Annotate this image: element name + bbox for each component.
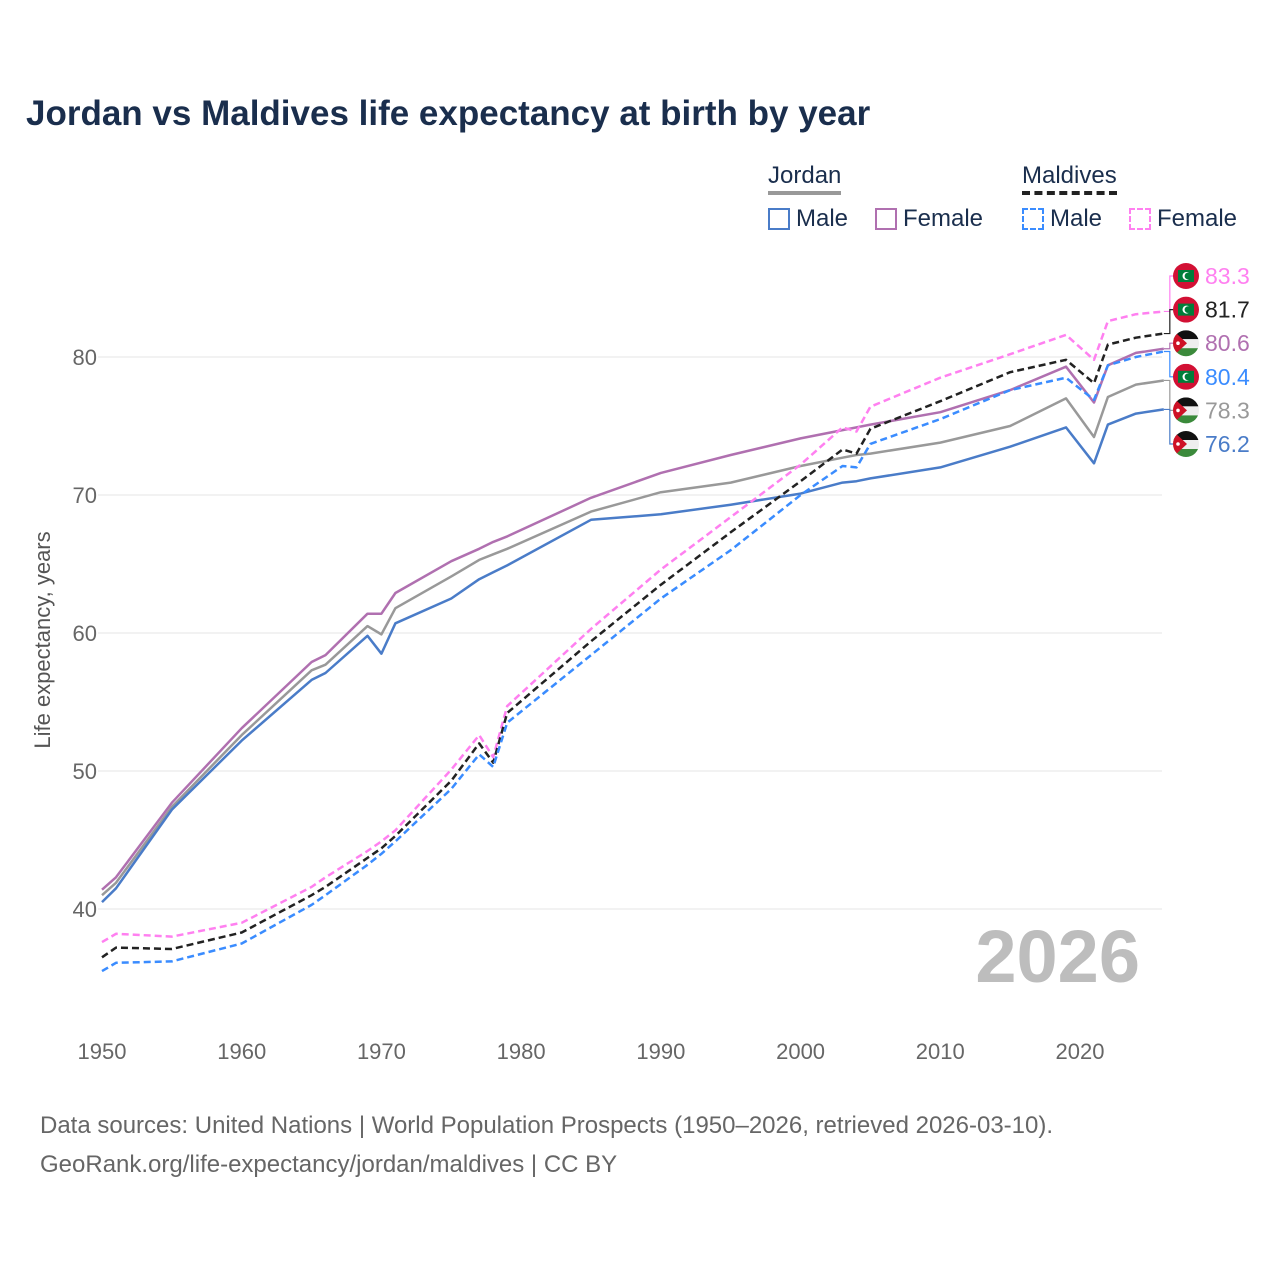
maldives-flag-icon <box>1173 263 1199 289</box>
maldives-flag-icon <box>1173 363 1199 390</box>
y-tick-label: 40 <box>73 897 97 922</box>
end-value-label: 80.4 <box>1205 364 1250 390</box>
end-label-connector <box>1163 408 1176 445</box>
legend-label: Male <box>796 205 849 232</box>
chart-title: Jordan vs Maldives life expectancy at bi… <box>26 94 871 133</box>
legend-jordan-female[interactable]: Female <box>875 205 983 233</box>
series-line-jordan-male <box>101 408 1164 903</box>
legend-swatch <box>875 208 897 230</box>
end-label-connector <box>1163 379 1176 411</box>
series-line-jordan-female <box>101 347 1164 891</box>
end-value-label: 81.7 <box>1205 297 1250 323</box>
end-label-connector <box>1163 350 1176 378</box>
jordan-flag-icon <box>1173 330 1199 357</box>
y-tick-label: 60 <box>73 621 97 646</box>
legend-jordan-male[interactable]: Male <box>768 205 848 233</box>
legend-label: Female <box>1157 205 1238 232</box>
end-value-label: 76.2 <box>1205 431 1250 457</box>
legend-swatch <box>1022 208 1044 230</box>
legend-swatch <box>768 208 790 230</box>
y-tick-label: 70 <box>73 483 97 508</box>
x-tick-label: 1960 <box>217 1039 266 1064</box>
x-tick-label: 1970 <box>357 1039 406 1064</box>
legend-label: Female <box>903 205 984 232</box>
maldives-flag-icon <box>1173 296 1199 323</box>
end-value-label: 80.6 <box>1205 330 1250 356</box>
x-tick-label: 2000 <box>776 1039 825 1064</box>
x-tick-label: 1950 <box>78 1039 127 1064</box>
source-line-1: Data sources: United Nations | World Pop… <box>40 1112 1054 1139</box>
legend-group-maldives: Maldives <box>1022 162 1117 195</box>
legend-maldives-male[interactable]: Male <box>1022 205 1102 233</box>
legend-group-label: Maldives <box>1022 162 1117 189</box>
end-value-label: 83.3 <box>1205 263 1250 289</box>
legend-jordan-line <box>768 191 842 195</box>
legend-label: Male <box>1050 205 1103 232</box>
source-note: Data sources: United Nations | World Pop… <box>40 1106 1053 1184</box>
end-label-connector <box>1163 275 1176 313</box>
series-line-jordan <box>101 379 1164 897</box>
x-tick-label: 2020 <box>1056 1039 1105 1064</box>
end-label-connector <box>1163 309 1176 335</box>
year-watermark: 2026 <box>975 915 1140 998</box>
end-label-connector <box>1163 342 1176 350</box>
end-value-label: 78.3 <box>1205 397 1250 423</box>
legend-swatch <box>1129 208 1151 230</box>
jordan-flag-icon <box>1173 397 1199 424</box>
legend-maldives-female[interactable]: Female <box>1129 205 1237 233</box>
x-tick-label: 2010 <box>916 1039 965 1064</box>
y-tick-label: 50 <box>73 759 97 784</box>
jordan-flag-icon <box>1173 431 1199 457</box>
y-axis-label: Life expectancy, years <box>30 531 55 748</box>
series-line-maldives-male <box>101 350 1165 973</box>
legend-group-label: Jordan <box>768 162 842 189</box>
x-tick-label: 1990 <box>636 1039 685 1064</box>
series-line-maldives-female <box>101 310 1164 944</box>
x-tick-label: 1980 <box>497 1039 546 1064</box>
source-line-2[interactable]: GeoRank.org/life-expectancy/jordan/maldi… <box>40 1151 618 1178</box>
legend-maldives-line <box>1022 191 1117 195</box>
legend-group-jordan: Jordan <box>768 162 842 195</box>
y-tick-label: 80 <box>73 345 97 370</box>
